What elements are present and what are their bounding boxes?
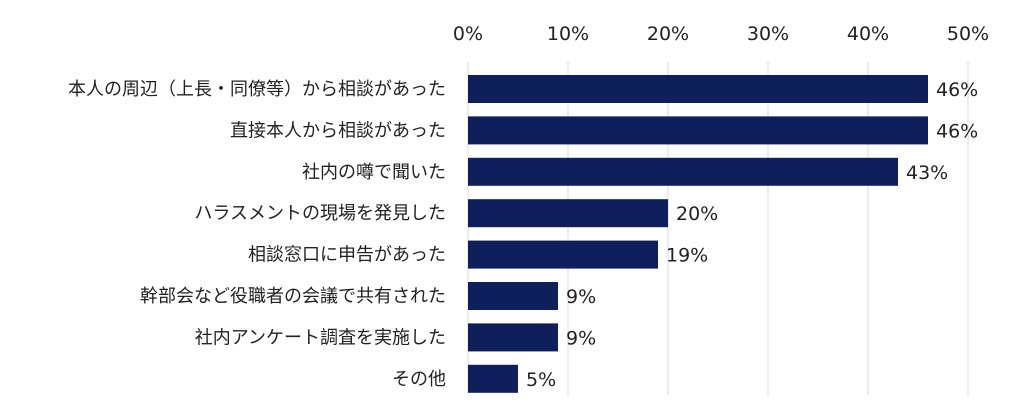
category-label: 本人の周辺（上長・同僚等）から相談があった	[68, 79, 446, 100]
bar	[468, 116, 928, 145]
category-label: 社内アンケート調査を実施した	[195, 327, 446, 348]
category-label: 社内の噂で聞いた	[302, 162, 446, 183]
x-tick-label: 40%	[847, 23, 889, 45]
x-tick-label: 30%	[747, 23, 789, 45]
data-label: 46%	[936, 120, 978, 142]
category-label: 相談窓口に申告があった	[248, 245, 446, 266]
category-label: その他	[392, 369, 446, 390]
bars	[468, 75, 928, 393]
bar	[468, 240, 658, 269]
bar	[468, 282, 558, 310]
data-label: 19%	[666, 245, 708, 267]
axis-ticks: 0% 10% 20% 30% 40% 50%	[453, 23, 989, 45]
data-label: 43%	[906, 162, 948, 184]
data-label: 46%	[936, 79, 978, 101]
x-tick-label: 50%	[947, 23, 989, 45]
category-label: 幹部会など役職者の会議で共有された	[140, 286, 446, 307]
category-label: ハラスメントの現場を発見した	[194, 203, 446, 224]
data-label: 9%	[566, 286, 596, 308]
category-label: 直接本人から相談があった	[230, 120, 446, 141]
value-labels: 46% 46% 43% 20% 19% 9% 9% 5%	[526, 79, 978, 391]
bar	[468, 75, 928, 103]
data-label: 5%	[526, 369, 556, 391]
bar	[468, 157, 898, 186]
bar	[468, 199, 668, 228]
bar	[468, 323, 558, 352]
data-label: 9%	[566, 327, 596, 349]
x-tick-label: 10%	[547, 23, 589, 45]
x-tick-label: 20%	[647, 23, 689, 45]
bar	[468, 364, 518, 393]
category-labels: 本人の周辺（上長・同僚等）から相談があった直接本人から相談があった社内の噂で聞い…	[68, 79, 446, 390]
data-label: 20%	[676, 203, 718, 225]
x-tick-label: 0%	[453, 23, 483, 45]
